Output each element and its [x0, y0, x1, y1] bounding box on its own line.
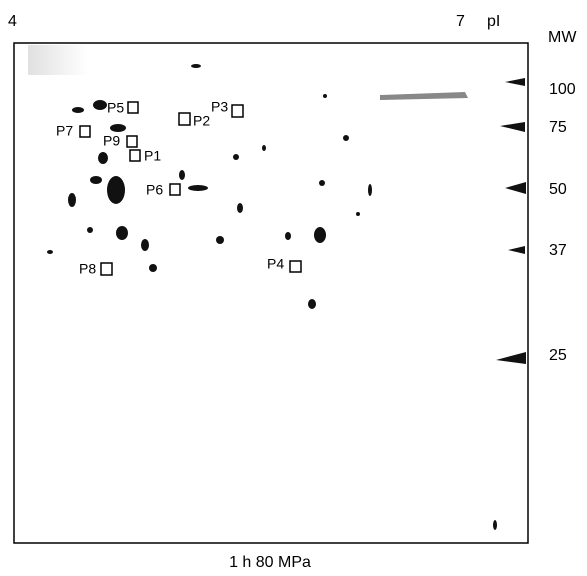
spot-label: P4: [267, 256, 284, 272]
pi-left: 4: [8, 13, 17, 30]
pi-label: pI: [487, 13, 500, 30]
gel-frame: [13, 42, 529, 544]
mw-marker: 50: [549, 181, 567, 198]
spot-label: P8: [79, 261, 96, 277]
spot-label: P5: [107, 100, 124, 116]
spot-label: P6: [146, 182, 163, 198]
mw-marker: 75: [549, 119, 567, 136]
spot-label: P3: [211, 99, 228, 115]
pi-right: 7: [456, 13, 465, 30]
spot-label: P7: [56, 123, 73, 139]
spot-label: P1: [144, 148, 161, 164]
spot-boxes: [79, 101, 302, 276]
mw-marker: 37: [549, 242, 567, 259]
mw-marker: 25: [549, 347, 567, 364]
spot-label: P9: [103, 133, 120, 149]
mw-label: MW: [548, 29, 577, 46]
gel-spots: [28, 45, 526, 530]
mw-marker: 100: [549, 81, 576, 98]
spot-label: P2: [193, 113, 210, 129]
caption: 1 h 80 MPa: [229, 554, 311, 571]
